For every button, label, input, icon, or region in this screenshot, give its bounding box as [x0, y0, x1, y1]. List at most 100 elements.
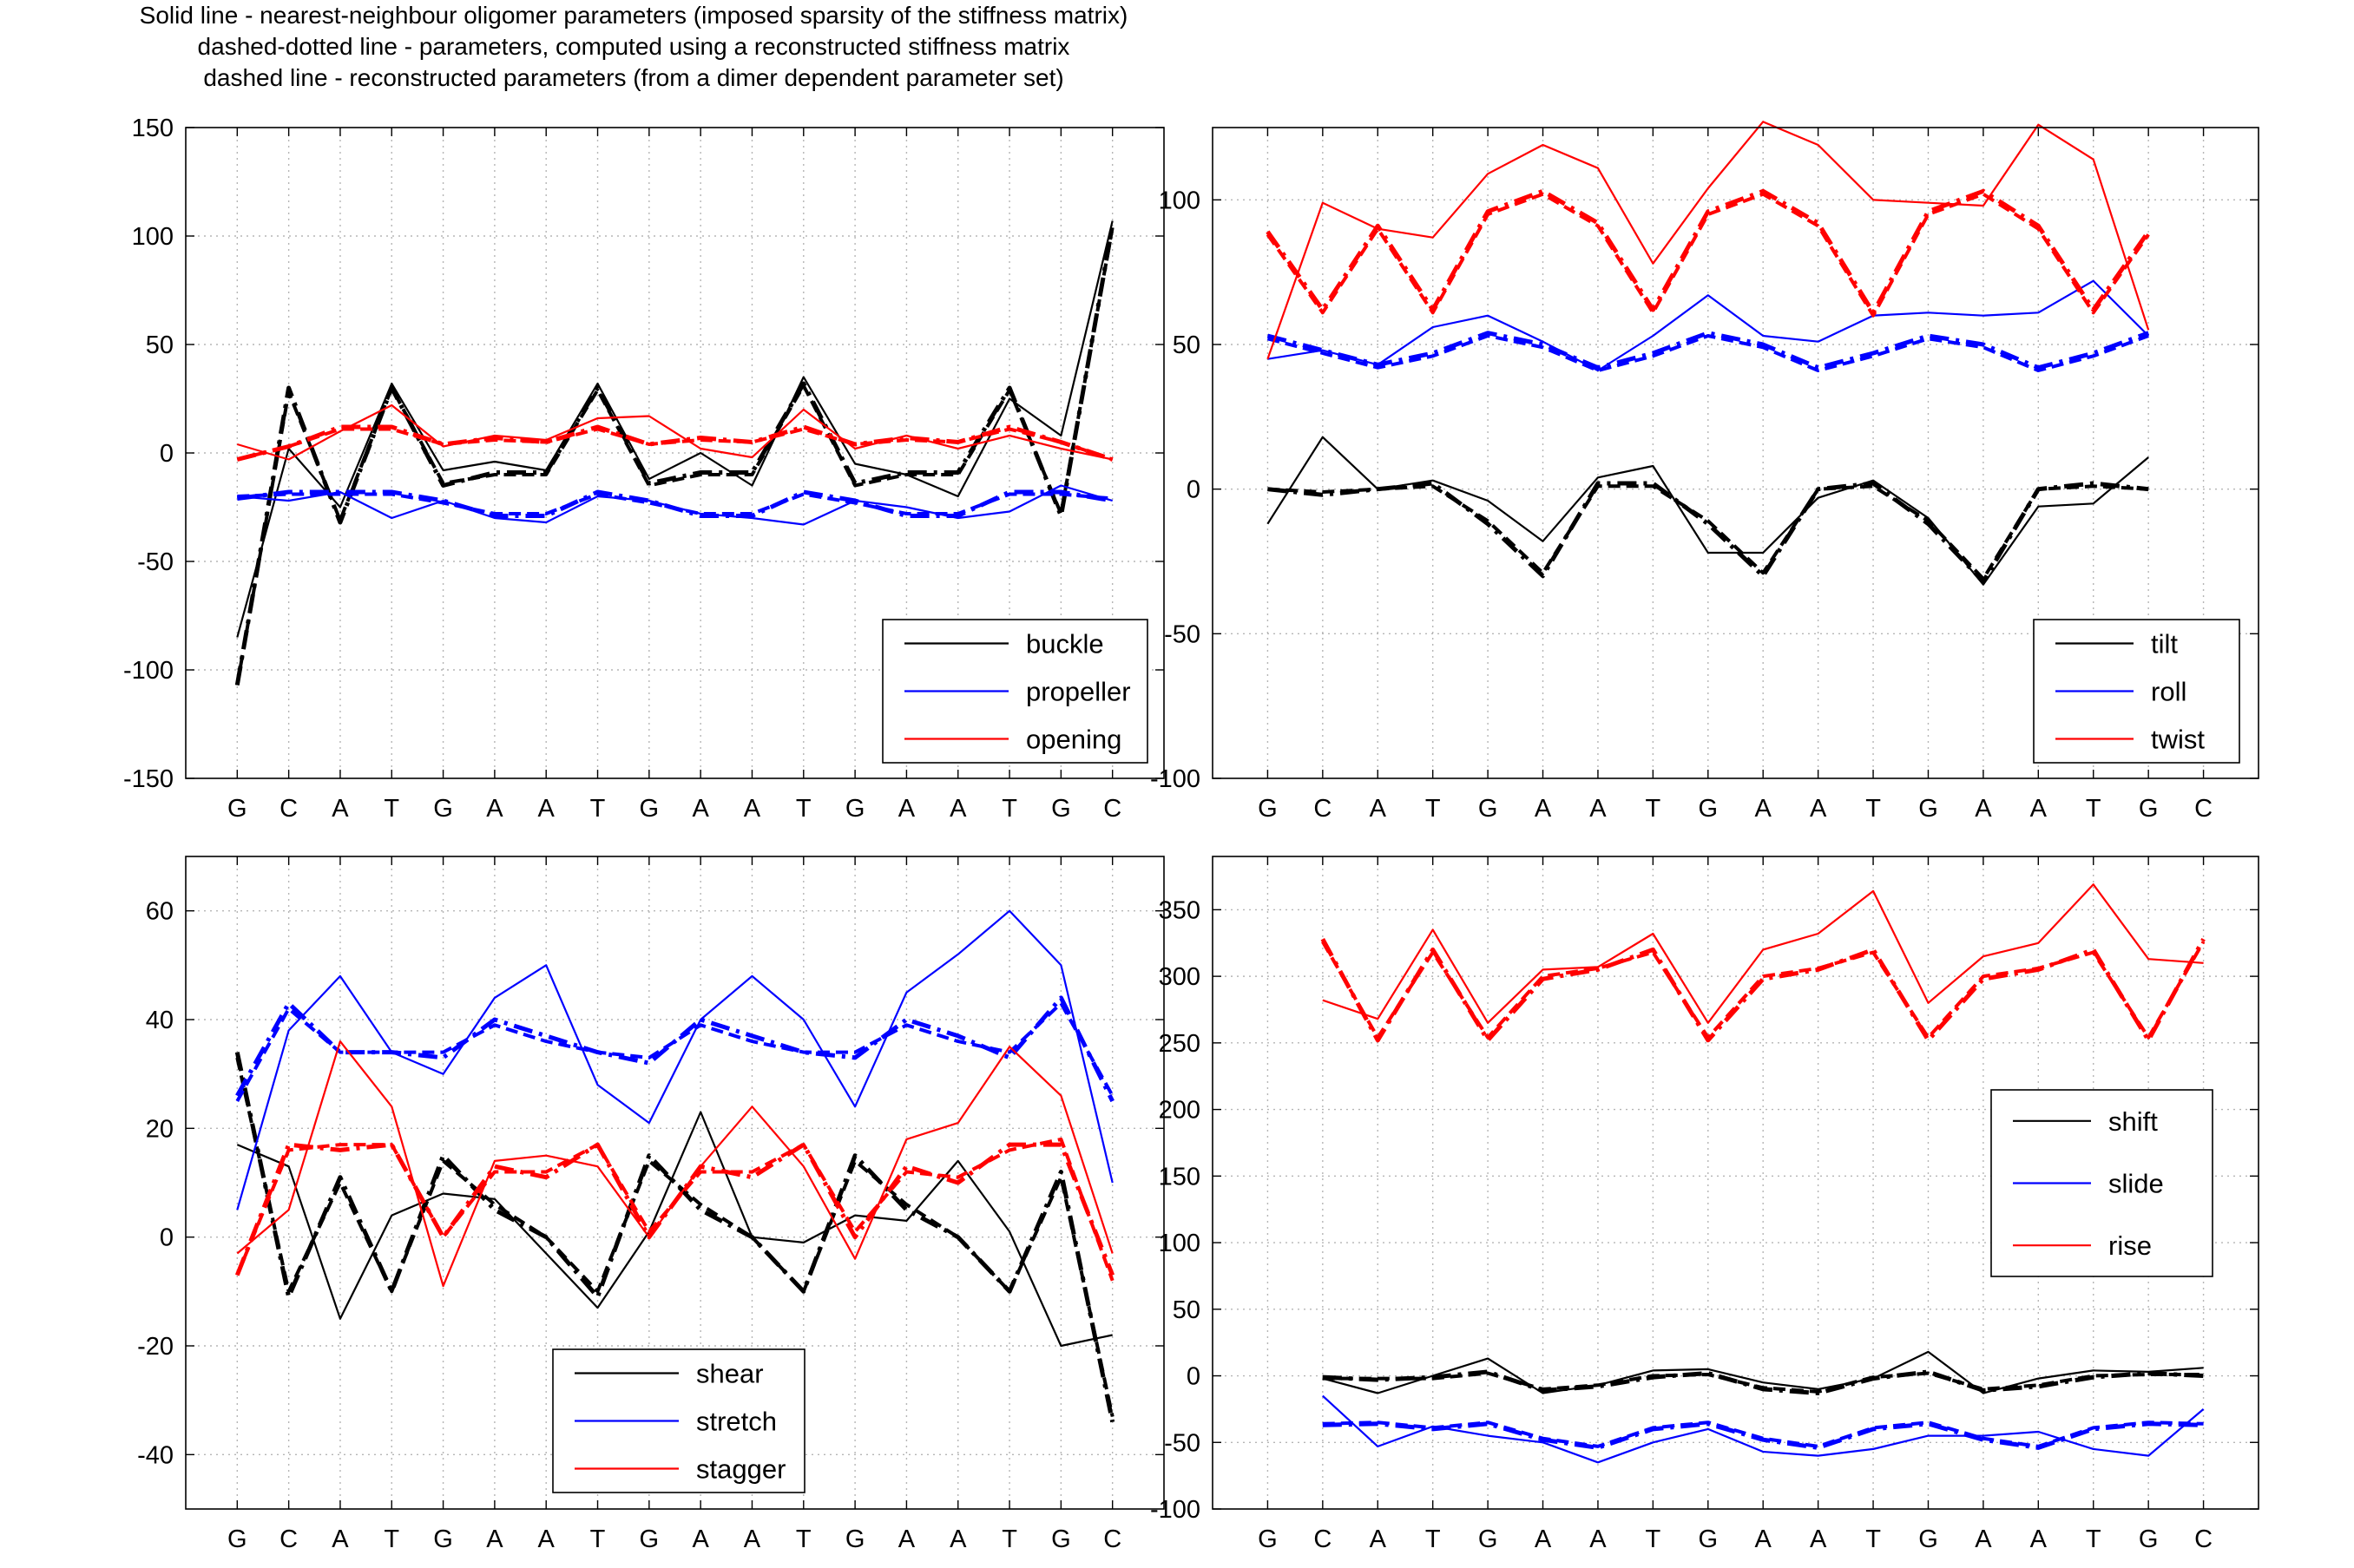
y-tick-label: -150	[123, 765, 174, 793]
series-line-buckle-solid	[236, 220, 1114, 638]
x-tick-label: C	[1103, 795, 1121, 823]
y-tick-label: 100	[1159, 1230, 1200, 1257]
legend-label: shift	[2108, 1106, 2158, 1137]
legend-label: buckle	[1026, 629, 1104, 659]
ticks: G C A T G A A T G A A T G A A T G C -100 -50 0 50 100 150 200 250…	[1150, 856, 2259, 1553]
series-line-roll-dashdot	[1266, 331, 2150, 371]
y-tick-label: 150	[132, 115, 174, 142]
title-line-solid: Solid line - nearest-neighbour oligomer …	[139, 2, 1128, 29]
x-tick-label: A	[898, 1525, 916, 1553]
x-tick-label: A	[486, 795, 503, 823]
series-line-roll-solid	[1267, 279, 2149, 372]
x-tick-label: C	[1313, 1525, 1332, 1553]
series-group	[1320, 883, 2206, 1464]
series-line-buckle-dashdot	[234, 225, 1115, 686]
legend: tilt roll twist	[2033, 619, 2240, 764]
y-tick-label: 150	[1159, 1163, 1200, 1191]
series-group	[234, 909, 1115, 1423]
series-line-opening-solid	[236, 403, 1113, 461]
ticks: G C A T G A A T G A A T G A A T G C -100 -50 0 50 100	[1150, 128, 2259, 823]
x-tick-label: A	[744, 1525, 761, 1553]
series-line-shift-dashed	[1322, 1371, 2204, 1394]
legend-label: rise	[2108, 1230, 2152, 1261]
series-line-slide-solid	[1322, 1394, 2205, 1464]
axes-frame	[1212, 856, 2259, 1510]
x-tick-label: G	[1478, 795, 1498, 823]
y-tick-label: -50	[137, 548, 174, 576]
y-tick-label: -100	[1150, 1496, 1200, 1524]
x-tick-label: A	[950, 795, 967, 823]
y-tick-label: 0	[160, 1224, 174, 1252]
x-tick-label: A	[1755, 795, 1772, 823]
x-tick-label: A	[1535, 795, 1552, 823]
x-tick-label: T	[1865, 795, 1881, 823]
ticks: G C A T G A A T G A A T G A A T G C -150 -100 -50 0 50 100 150	[123, 115, 1164, 823]
x-tick-label: C	[1313, 795, 1332, 823]
x-tick-label: A	[2030, 795, 2048, 823]
series-line-propeller-dashed	[237, 492, 1113, 515]
series-line-twist-solid	[1266, 121, 2150, 360]
title-line-dashed: dashed line - reconstructed parameters (…	[203, 64, 1064, 91]
x-tick-label: T	[2086, 1525, 2101, 1553]
x-tick-label: G	[845, 1525, 865, 1553]
x-tick-label: T	[796, 1525, 812, 1553]
y-tick-label: -100	[1150, 765, 1200, 793]
y-tick-label: 60	[146, 898, 174, 926]
y-tick-label: 200	[1159, 1097, 1200, 1125]
series-line-shift-solid	[1322, 1350, 2204, 1394]
series-line-slide-dashed	[1322, 1420, 2204, 1448]
legend-label: opening	[1026, 725, 1121, 755]
x-tick-label: A	[692, 1525, 709, 1553]
x-tick-label: A	[1589, 795, 1607, 823]
gridlines	[186, 856, 1164, 1509]
x-tick-label: T	[1002, 1525, 1017, 1553]
x-tick-label: A	[898, 795, 916, 823]
legend-label: propeller	[1026, 677, 1131, 707]
axes-frame	[185, 856, 1165, 1510]
x-tick-label: C	[279, 795, 298, 823]
x-tick-label: T	[1646, 795, 1661, 823]
x-tick-label: G	[640, 795, 660, 823]
y-tick-label: -50	[1164, 620, 1200, 648]
series-group	[1266, 121, 2151, 586]
series-line-rise-solid	[1322, 883, 2204, 1024]
x-tick-label: G	[1918, 1525, 1938, 1553]
y-tick-label: 0	[160, 440, 174, 468]
series-line-twist-dashed	[1266, 192, 2150, 318]
series-line-stretch-dashdot	[235, 995, 1115, 1103]
x-tick-label: A	[486, 1525, 503, 1553]
x-tick-label: A	[1589, 1525, 1607, 1553]
series-line-stagger-dashed	[235, 1137, 1115, 1282]
series-line-rise-dashed	[1321, 941, 2206, 1040]
x-tick-label: G	[227, 795, 247, 823]
y-tick-label: -50	[1164, 1429, 1200, 1457]
x-tick-label: T	[796, 795, 812, 823]
y-tick-label: 250	[1159, 1030, 1200, 1058]
x-tick-label: C	[2194, 1525, 2213, 1553]
y-tick-label: -20	[137, 1333, 174, 1361]
x-tick-label: T	[2086, 795, 2101, 823]
series-line-shear-dashed	[235, 1057, 1115, 1417]
panel-2: G C A T G A A T G A A T G A A T G C-100-50050100tiltrollt…	[1150, 121, 2259, 823]
axes-frame	[1212, 127, 2259, 779]
x-tick-label: G	[845, 795, 865, 823]
x-tick-label: T	[1865, 1525, 1881, 1553]
x-tick-label: A	[950, 1525, 967, 1553]
x-tick-label: C	[1103, 1525, 1121, 1553]
panel-4: G C A T G A A T G A A T G A A T G C -100 -50 0 50 100 150 200 250…	[1150, 856, 2259, 1553]
y-tick-label: 50	[1173, 331, 1200, 359]
panel-3: G C A T G A A T G A A T G A A T G C -40 -20 0 20 40 60 shear stre…	[137, 856, 1165, 1553]
x-tick-label: A	[1975, 795, 1992, 823]
series-line-tilt-dashdot	[1267, 481, 2149, 584]
x-tick-label: G	[640, 1525, 660, 1553]
x-tick-label: G	[1478, 1525, 1498, 1553]
x-tick-label: T	[1002, 795, 1017, 823]
series-line-roll-dashed	[1266, 334, 2149, 372]
x-tick-label: G	[227, 1525, 247, 1553]
y-tick-label: 100	[1159, 187, 1200, 214]
x-tick-label: A	[2030, 1525, 2048, 1553]
series-line-opening-dashed	[236, 427, 1114, 462]
x-tick-label: A	[332, 795, 349, 823]
y-tick-label: 0	[1187, 1363, 1200, 1391]
